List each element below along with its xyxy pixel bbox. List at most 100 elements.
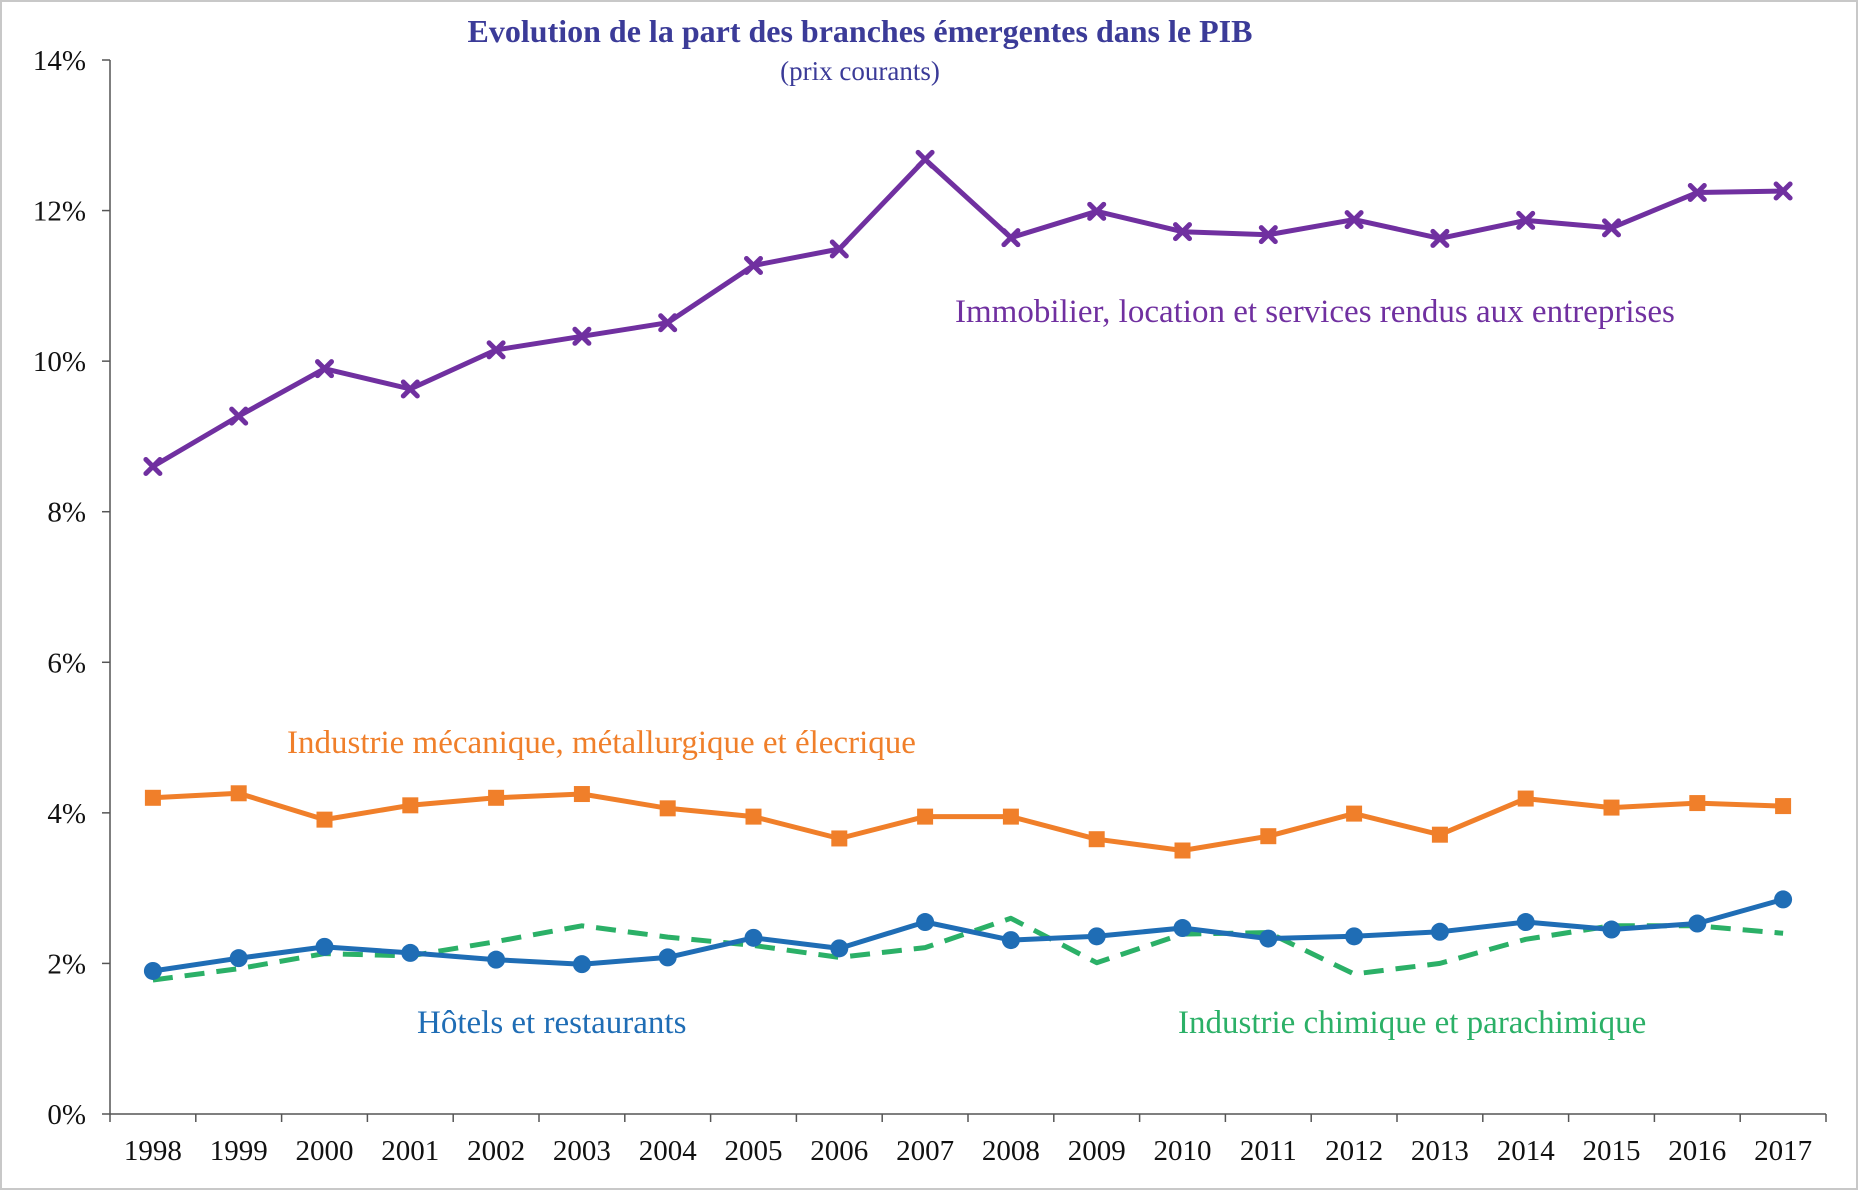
data-point — [744, 256, 763, 276]
data-point — [487, 950, 506, 969]
data-point — [917, 808, 934, 825]
data-point — [1173, 222, 1192, 242]
data-point — [831, 830, 848, 847]
x-tick-label: 2017 — [1754, 1135, 1812, 1167]
data-point — [144, 789, 161, 806]
data-point — [572, 955, 591, 974]
series-label-hotels: Hôtels et restaurants — [417, 1005, 686, 1041]
y-tick-label: 6% — [47, 647, 86, 679]
series-line — [152, 790, 1784, 853]
series-2 — [143, 890, 1793, 980]
data-point — [573, 786, 590, 803]
data-point — [316, 811, 333, 828]
data-point — [1001, 931, 1020, 950]
data-point — [1344, 210, 1364, 230]
data-point — [572, 326, 592, 346]
x-tick-label: 2001 — [381, 1135, 439, 1167]
data-point — [229, 406, 249, 426]
series-layer — [143, 149, 1793, 983]
series-label-immobilier: Immobilier, location et services rendus … — [955, 294, 1675, 330]
x-tick-label: 2014 — [1497, 1135, 1556, 1167]
x-tick-label: 2016 — [1668, 1135, 1726, 1167]
data-point — [745, 808, 762, 825]
data-point — [658, 313, 678, 333]
data-point — [229, 949, 248, 968]
data-point — [402, 797, 419, 814]
data-point — [829, 239, 849, 259]
data-point — [1001, 228, 1021, 248]
data-point — [315, 937, 334, 956]
x-tick-label: 2006 — [810, 1135, 868, 1167]
data-point — [1258, 225, 1278, 245]
x-tick-label: 1998 — [124, 1135, 182, 1167]
data-point — [1087, 201, 1107, 221]
data-point — [915, 149, 935, 169]
data-point — [1602, 218, 1621, 238]
x-tick-label: 2011 — [1240, 1135, 1297, 1167]
data-point — [1603, 799, 1620, 816]
data-point — [1775, 798, 1792, 815]
y-tick-label: 8% — [47, 497, 86, 529]
x-tick-label: 2000 — [296, 1135, 354, 1167]
data-point — [1773, 181, 1793, 201]
data-point — [1602, 920, 1621, 939]
data-point — [400, 379, 420, 399]
data-point — [1517, 790, 1534, 807]
data-point — [1259, 929, 1278, 948]
x-tick-label: 2003 — [553, 1135, 611, 1167]
data-point — [143, 961, 162, 980]
data-point — [230, 785, 247, 802]
data-point — [1173, 919, 1192, 938]
data-point — [659, 800, 676, 817]
data-point — [744, 928, 763, 947]
chart-title: Evolution de la part des branches émerge… — [468, 13, 1253, 49]
series-line — [151, 156, 1784, 469]
x-tick-label: 1999 — [210, 1135, 268, 1167]
data-point — [486, 340, 506, 360]
x-tick-label: 2010 — [1154, 1135, 1212, 1167]
chart-subtitle: (prix courants) — [780, 56, 940, 86]
data-point — [1431, 826, 1448, 843]
series-label-industrie-mecanique: Industrie mécanique, métallurgique et él… — [287, 725, 916, 761]
y-tick-label: 10% — [33, 346, 86, 378]
data-point — [143, 457, 163, 477]
series-0 — [143, 149, 1793, 477]
series-labels: Immobilier, location et services rendus … — [287, 294, 1675, 1041]
series-line — [152, 915, 1784, 983]
data-point — [1774, 890, 1793, 909]
x-tick-label: 2007 — [896, 1135, 954, 1167]
data-point — [1687, 183, 1707, 203]
data-point — [401, 943, 420, 962]
data-point — [1688, 914, 1707, 933]
data-point — [1346, 805, 1363, 822]
series-1 — [144, 785, 1792, 859]
data-point — [1002, 808, 1019, 825]
data-point — [658, 948, 677, 967]
data-point — [830, 939, 849, 958]
series-label-industrie-chimique: Industrie chimique et parachimique — [1178, 1005, 1646, 1041]
y-tick-label: 12% — [33, 196, 86, 228]
data-point — [1345, 927, 1364, 946]
series-line — [152, 896, 1784, 974]
series-3 — [152, 915, 1784, 983]
data-point — [1088, 831, 1105, 848]
x-tick-label: 2009 — [1068, 1135, 1126, 1167]
x-tick-label: 2015 — [1583, 1135, 1641, 1167]
data-point — [1689, 795, 1706, 812]
data-point — [1087, 927, 1106, 946]
data-point — [1174, 842, 1191, 859]
x-tick-label: 2005 — [725, 1135, 783, 1167]
y-tick-label: 14% — [33, 45, 86, 77]
data-point — [1430, 922, 1449, 941]
data-point — [488, 789, 505, 806]
data-point — [1260, 828, 1277, 845]
x-tick-label: 2012 — [1325, 1135, 1383, 1167]
y-tick-label: 0% — [47, 1099, 86, 1131]
data-point — [1430, 228, 1450, 248]
data-point — [1516, 913, 1535, 932]
x-tick-label: 2008 — [982, 1135, 1040, 1167]
data-point — [916, 913, 935, 932]
